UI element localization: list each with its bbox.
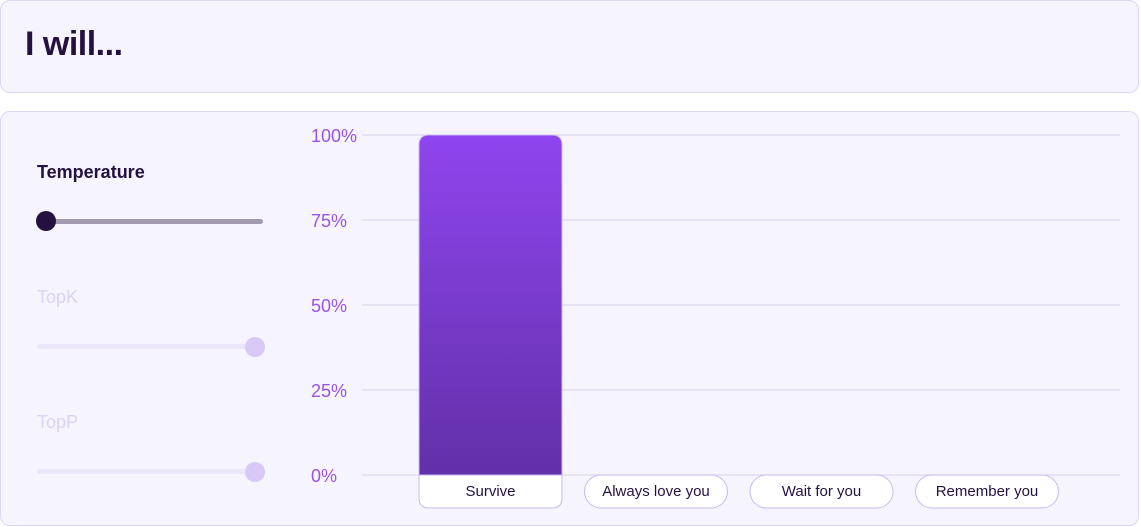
- bar-survive: [418, 134, 563, 476]
- category-pill-survive: [418, 474, 563, 509]
- category-label-always-love-you: Always love you: [602, 483, 710, 500]
- y-tick-label: 100%: [311, 126, 357, 146]
- y-tick-label: 25%: [311, 381, 347, 401]
- topp-label: TopP: [37, 412, 79, 432]
- chart-card: [0, 111, 1139, 526]
- topk-slider-track: [37, 344, 263, 349]
- topp-slider-thumb: [245, 462, 265, 482]
- category-pill-remember-you: [915, 474, 1059, 509]
- category-pill-wait-for-you: [749, 474, 894, 509]
- temperature-slider-track[interactable]: [37, 219, 263, 224]
- topk-slider-thumb: [245, 337, 265, 357]
- header-card: I will...: [0, 0, 1139, 93]
- category-pill-always-love-you: [584, 474, 728, 509]
- page-title: I will...: [25, 25, 123, 63]
- topp-slider-track: [37, 469, 263, 474]
- category-label-wait-for-you: Wait for you: [782, 483, 861, 500]
- y-tick-label: 75%: [311, 211, 347, 231]
- y-tick-label: 0%: [311, 466, 337, 486]
- temperature-label: Temperature: [37, 162, 145, 182]
- temperature-slider-thumb[interactable]: [36, 211, 56, 231]
- topk-label: TopK: [37, 287, 79, 307]
- category-label-survive: Survive: [465, 483, 515, 500]
- y-tick-label: 50%: [311, 296, 347, 316]
- category-label-remember-you: Remember you: [936, 483, 1039, 500]
